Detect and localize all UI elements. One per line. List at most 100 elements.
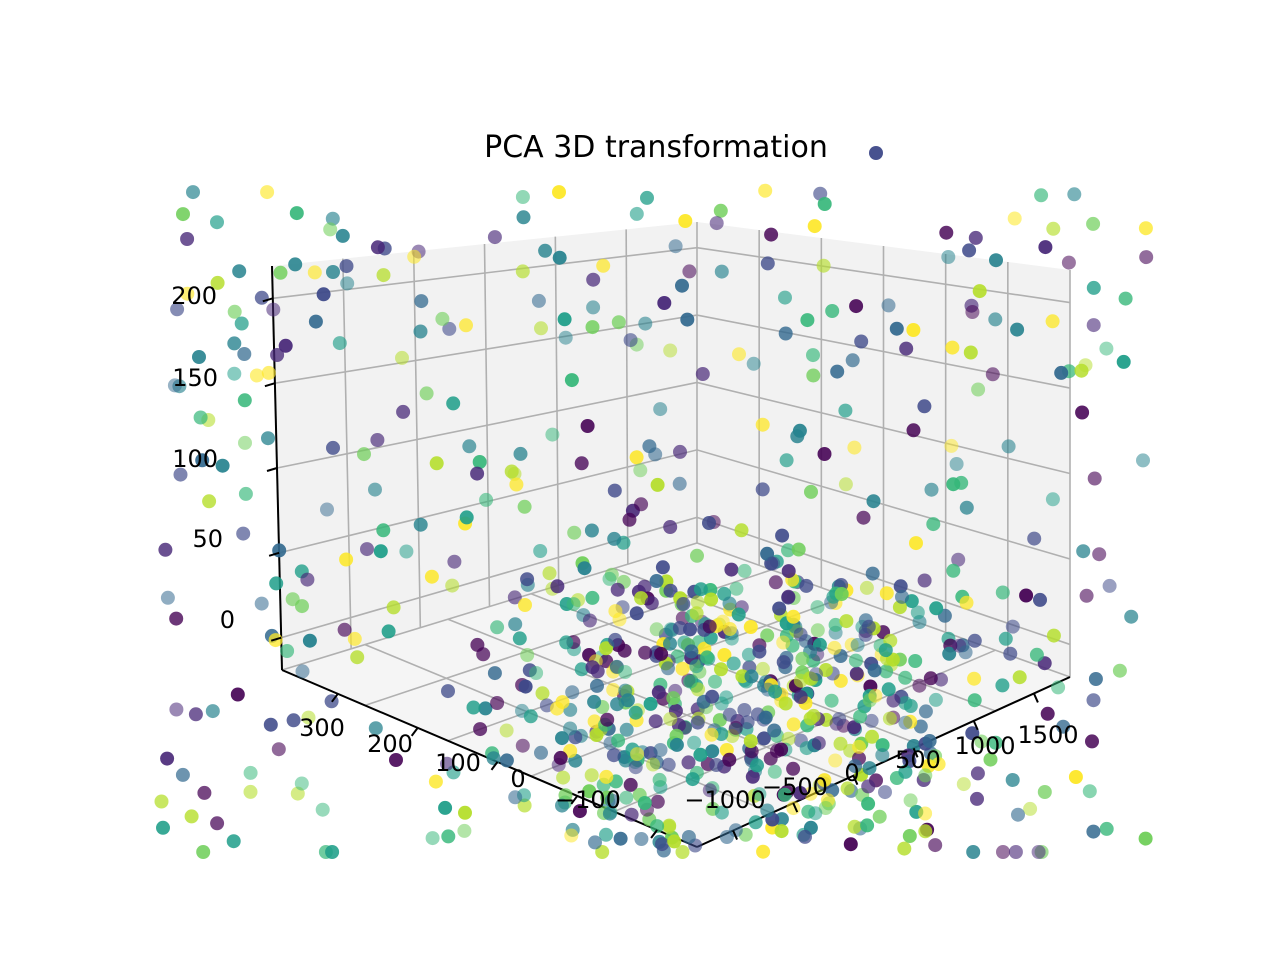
data-point [197,785,212,800]
data-point [714,264,729,279]
data-point [934,672,948,687]
data-point [584,768,599,783]
data-point [732,347,746,362]
data-point [517,499,532,514]
data-point [643,696,658,711]
data-point [523,709,538,724]
data-point [210,275,225,290]
data-point [793,786,808,800]
data-point [1012,670,1027,685]
data-point [661,661,675,676]
data-point [606,748,621,763]
data-point [462,439,477,454]
data-point [308,314,323,329]
data-point [646,757,660,772]
data-point [657,296,672,310]
data-point [902,829,917,843]
data-point [928,838,943,853]
data-point [582,613,597,628]
data-point [1031,845,1046,859]
data-point [564,828,579,843]
data-point [792,423,807,438]
data-point [1099,341,1114,356]
data-point [924,482,939,497]
data-point [1087,471,1102,486]
data-point [473,722,488,737]
data-point [859,580,874,595]
data-point [875,738,890,753]
data-point [585,320,600,335]
data-point [1086,693,1101,708]
data-point [610,697,625,712]
data-point [534,745,548,760]
data-point [227,336,242,351]
data-point [637,796,652,810]
data-point [898,715,913,730]
data-point [175,767,190,782]
data-point [866,494,881,509]
data-point [970,791,984,806]
data-point [160,751,175,766]
data-point [466,700,481,715]
data-point [1124,609,1139,624]
data-point [555,731,569,746]
data-point [772,601,787,616]
data-point [897,841,912,856]
data-point [781,589,796,604]
data-point [995,678,1010,693]
data-point [602,571,617,586]
x-tick-label: −1000 [684,786,765,814]
data-point [399,544,414,559]
data-point [1045,314,1060,329]
data-point [557,312,572,327]
data-point [1029,647,1044,662]
data-point [809,667,823,682]
data-point [518,679,533,694]
data-point [690,595,705,610]
data-point [650,819,665,834]
data-point [832,712,847,726]
data-point [300,572,315,587]
data-point [868,688,883,703]
data-point [825,304,840,318]
data-point [611,733,626,748]
data-point [775,528,790,543]
data-point [724,562,739,577]
data-point [862,761,877,776]
data-point [807,219,822,234]
data-point [898,696,913,711]
data-point [798,829,812,844]
data-point [534,321,548,336]
data-point [370,433,385,447]
data-point [158,542,173,557]
data-point [261,365,276,380]
data-point [459,318,473,333]
data-point [254,290,269,305]
data-point [459,510,474,525]
data-point [1054,365,1069,380]
data-point [843,837,858,852]
data-point [878,643,893,658]
data-point [850,638,865,652]
data-point [791,542,806,557]
data-point [928,692,943,707]
data-point [687,735,702,750]
data-point [301,710,316,725]
data-point [413,324,428,339]
data-point [590,678,604,693]
data-point [230,687,245,702]
data-point [740,715,755,730]
data-point [722,622,737,636]
data-point [516,210,531,225]
data-point [879,586,894,601]
data-point [709,758,724,772]
data-point [748,815,763,830]
data-point [490,620,505,635]
data-point [1136,453,1150,468]
data-point [966,845,981,859]
data-point [280,644,295,658]
data-point [728,823,743,838]
data-point [1074,363,1089,378]
data-point [326,440,340,455]
